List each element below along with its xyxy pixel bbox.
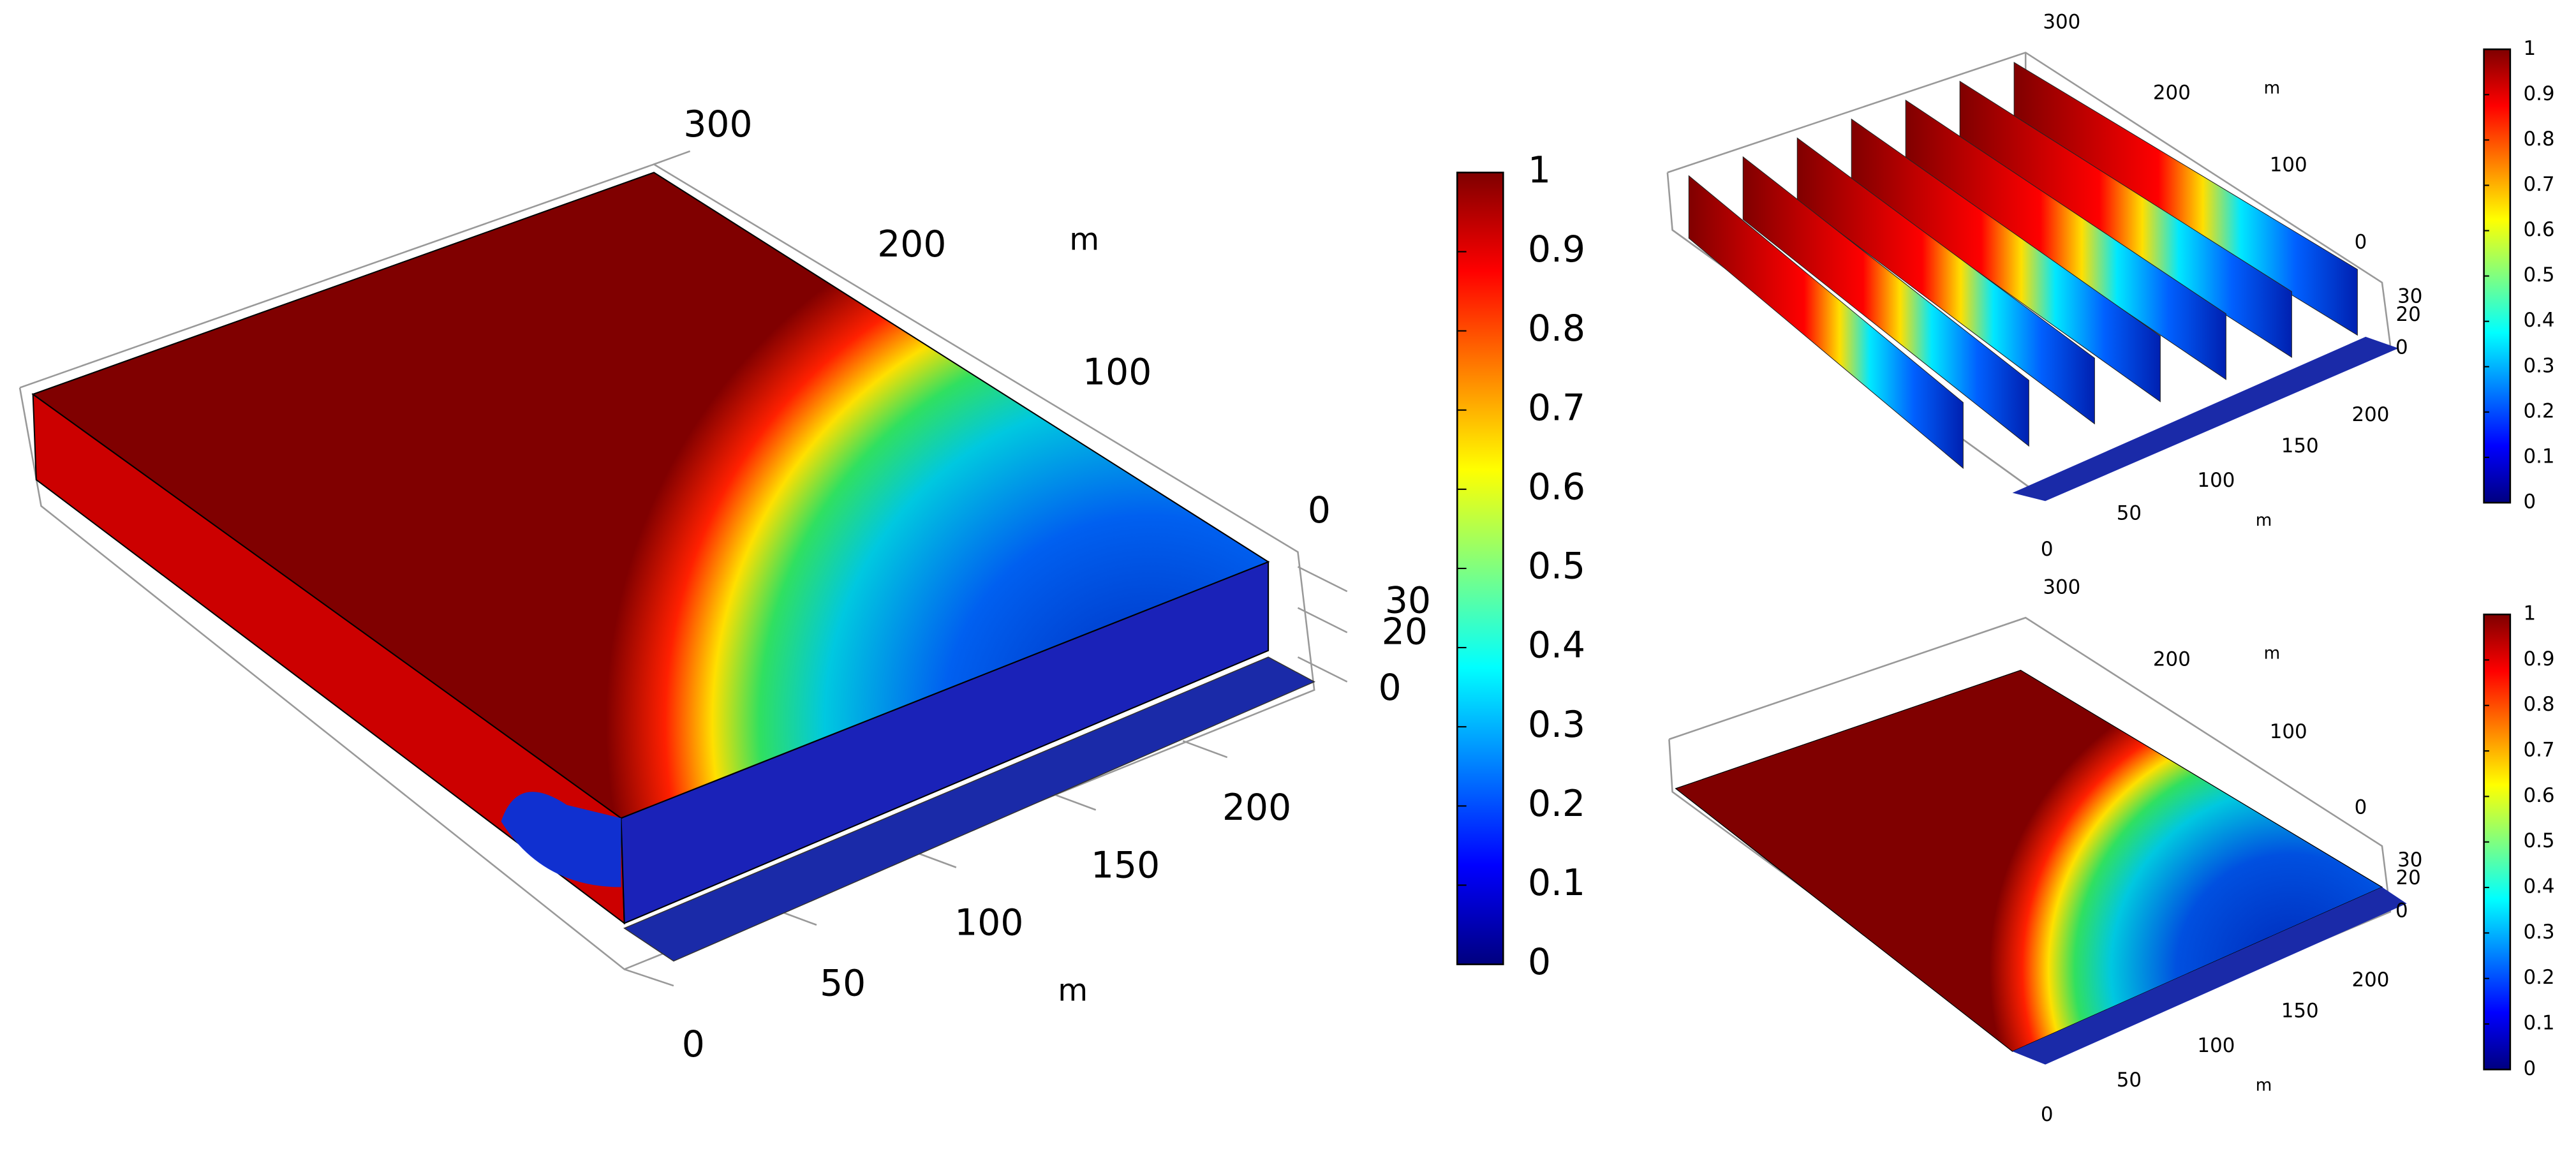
colorbar-tick-label: 0.1 xyxy=(1528,862,1585,904)
y-axis-unit: m xyxy=(1069,222,1099,258)
colorbar-tick-label: 0.2 xyxy=(2523,966,2554,989)
colorbar-tick-label: 0 xyxy=(2523,490,2536,513)
y-tick-label: 100 xyxy=(2270,720,2307,743)
x-tick-label: 200 xyxy=(2351,403,2389,426)
slice xyxy=(1796,137,2095,425)
colorbar-tick-label: 0.4 xyxy=(2523,309,2554,332)
colorbar-tick-label: 0.5 xyxy=(2523,263,2554,286)
x-tick-label: 0 xyxy=(682,1023,705,1065)
colorbar-tick-label: 0.7 xyxy=(2523,739,2554,762)
colorbar-tick-label: 0.7 xyxy=(1528,387,1585,429)
colorbar-tick-label: 0 xyxy=(1528,941,1551,983)
colorbar-tick-label: 0.9 xyxy=(2523,82,2554,105)
y-tick-label: 100 xyxy=(1083,352,1151,394)
x-axis-unit: m xyxy=(2256,1076,2272,1095)
y-tick-label: 300 xyxy=(2043,575,2080,598)
z-tick-label: 0 xyxy=(2395,336,2408,359)
tr-well xyxy=(2012,336,2399,501)
colorbar-tick-label: 0.8 xyxy=(2523,128,2554,151)
br-well xyxy=(2012,887,2407,1065)
main-plume xyxy=(501,792,621,887)
x-tick-label: 200 xyxy=(2351,968,2389,991)
panel: 3002001000m30200050100150200m00.10.20.30… xyxy=(2041,11,2555,561)
colorbar-tick-label: 0.6 xyxy=(2523,218,2554,241)
y-tick-label: 300 xyxy=(683,103,752,145)
colorbar-tick-label: 0.2 xyxy=(1528,783,1585,825)
y-tick-label: 0 xyxy=(2355,231,2367,254)
colorbar-tick-label: 0.4 xyxy=(2523,875,2554,898)
slice xyxy=(1905,100,2226,380)
main-axes-frame xyxy=(19,150,1348,987)
slice xyxy=(1959,80,2292,359)
z-tick-label: 20 xyxy=(2396,303,2421,326)
colorbar-tick-label: 0.5 xyxy=(1528,545,1585,588)
x-tick-label: 200 xyxy=(1222,787,1291,829)
y-tick-label: 200 xyxy=(2153,648,2191,671)
slice xyxy=(1742,156,2029,447)
colorbar-tick-label: 0 xyxy=(2523,1057,2536,1080)
panel: 3002001000m30200050100150200m00.10.20.30… xyxy=(682,103,1585,1065)
z-tick-label: 30 xyxy=(2397,285,2422,308)
x-tick-label: 150 xyxy=(1091,844,1160,886)
colorbar-tick-label: 1 xyxy=(1528,149,1551,191)
colorbar-tick-label: 0.6 xyxy=(2523,784,2554,807)
z-tick-label: 20 xyxy=(2396,866,2421,889)
main-well xyxy=(623,656,1315,962)
colorbar-tick-label: 0.3 xyxy=(2523,354,2554,377)
y-axis-unit: m xyxy=(2264,644,2281,663)
colorbar-tick-label: 0.3 xyxy=(1528,704,1585,746)
y-tick-label: 200 xyxy=(2153,81,2191,104)
y-tick-label: 100 xyxy=(2270,154,2307,177)
y-axis-unit: m xyxy=(2264,79,2281,98)
x-tick-label: 150 xyxy=(2281,434,2319,457)
x-tick-label: 50 xyxy=(2117,1069,2142,1092)
colorbar-tick-label: 0.4 xyxy=(1528,625,1585,667)
tr-slices xyxy=(1688,61,2358,469)
slice xyxy=(2013,61,2358,336)
colorbar-tick-label: 0.5 xyxy=(2523,829,2554,852)
colorbar-tick-label: 0.9 xyxy=(1528,228,1585,271)
x-axis-unit: m xyxy=(2256,511,2272,530)
slice xyxy=(1851,118,2161,403)
colorbar-tick-label: 0.1 xyxy=(2523,445,2554,468)
x-tick-label: 100 xyxy=(2197,1034,2235,1057)
x-tick-label: 0 xyxy=(2041,1103,2054,1126)
colorbar-tick-label: 0.1 xyxy=(2523,1012,2554,1035)
x-tick-label: 0 xyxy=(2041,538,2054,561)
x-axis-unit: m xyxy=(1058,972,1088,1008)
slice xyxy=(1688,175,1964,469)
x-tick-label: 100 xyxy=(954,901,1023,944)
colorbar-tick-label: 0.7 xyxy=(2523,173,2554,196)
colorbar-tick-label: 0.8 xyxy=(2523,693,2554,716)
x-tick-label: 100 xyxy=(2197,469,2235,492)
z-tick-label: 0 xyxy=(1379,667,1402,709)
y-tick-label: 0 xyxy=(2355,796,2367,819)
x-tick-label: 50 xyxy=(2117,501,2142,524)
colorbar-tick-label: 0.3 xyxy=(2523,921,2554,944)
br-axes-frame xyxy=(1668,616,2392,1061)
y-tick-label: 200 xyxy=(877,223,946,265)
z-tick-label: 0 xyxy=(2395,900,2408,923)
colorbar-tick-label: 1 xyxy=(2523,602,2536,625)
main-top-face xyxy=(31,172,1270,819)
colorbar-tick-label: 0.6 xyxy=(1528,466,1585,508)
z-tick-label: 30 xyxy=(2397,849,2422,871)
z-tick-label: 30 xyxy=(1385,580,1431,622)
x-tick-label: 150 xyxy=(2281,1000,2319,1023)
colorbar-tick-label: 0.8 xyxy=(1528,308,1585,350)
colorbar-tick-label: 1 xyxy=(2523,37,2536,60)
colorbar-tick-label: 0.9 xyxy=(2523,648,2554,671)
x-tick-label: 50 xyxy=(820,963,866,1005)
y-tick-label: 0 xyxy=(1308,489,1331,531)
z-tick-label: 20 xyxy=(1382,611,1428,653)
colorbar-tick-label: 0.2 xyxy=(2523,399,2554,422)
y-tick-label: 300 xyxy=(2043,11,2080,34)
panel: 3002001000m30200050100150200m00.10.20.30… xyxy=(2041,575,2555,1126)
